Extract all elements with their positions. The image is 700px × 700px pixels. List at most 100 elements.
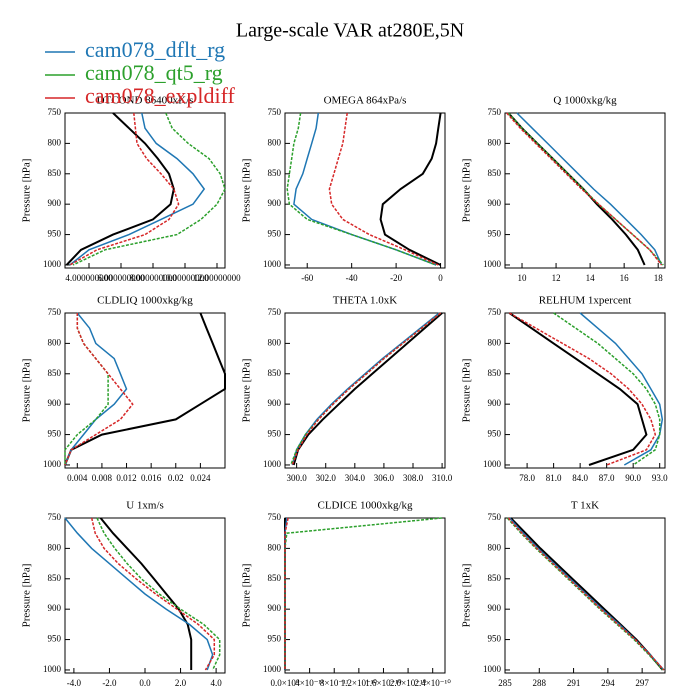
- y-tick-label: 750: [268, 107, 282, 117]
- x-tick-label: 310.0: [432, 473, 453, 483]
- y-tick-label: 750: [488, 512, 502, 522]
- panel-title: THETA 1.0xK: [333, 295, 398, 307]
- profile-line: [99, 517, 193, 670]
- x-tick-label: 1.6×10⁻¹⁰: [365, 678, 402, 688]
- x-tick-label: -20: [390, 273, 402, 283]
- y-tick-label: 850: [488, 573, 502, 583]
- y-tick-label: 800: [48, 542, 62, 552]
- profile-line: [64, 313, 109, 465]
- y-tick-label: 800: [488, 137, 502, 147]
- y-tick-label: 850: [48, 368, 62, 378]
- y-tick-label: 800: [268, 337, 282, 347]
- y-tick-label: 950: [268, 429, 282, 439]
- panel-title: OMEGA 864xPa/s: [324, 95, 407, 107]
- y-tick-label: 1000: [43, 664, 62, 674]
- x-tick-label: 4.0: [210, 678, 222, 688]
- profile-line: [293, 112, 437, 266]
- x-tick-label: 8.000000000: [129, 273, 177, 283]
- profile-line: [292, 312, 443, 466]
- y-tick-label: 900: [268, 398, 282, 408]
- profile-line: [516, 112, 663, 266]
- x-tick-label: 2.0×10⁻¹⁰: [390, 678, 427, 688]
- profile-line: [96, 517, 221, 671]
- profile-line: [506, 112, 663, 266]
- profile-line: [290, 312, 442, 466]
- profile-line: [328, 112, 439, 266]
- y-tick-label: 900: [48, 603, 62, 613]
- profile-line: [291, 312, 440, 466]
- page-title: Large-scale VAR at280E,5N: [236, 20, 464, 42]
- x-tick-label: 0.004: [67, 473, 88, 483]
- profile-line: [579, 312, 664, 466]
- y-tick-label: 1000: [483, 259, 502, 269]
- y-tick-label: 950: [48, 229, 62, 239]
- y-tick-label: 900: [488, 398, 502, 408]
- y-tick-label: 950: [268, 634, 282, 644]
- x-tick-label: 0.012: [116, 473, 136, 483]
- panel-title: DTCOND 86400xK/s: [97, 95, 194, 107]
- x-tick-label: -40: [346, 273, 358, 283]
- x-tick-label: 4×10⁻¹¹: [295, 678, 324, 688]
- x-tick-label: 0: [438, 273, 443, 283]
- y-tick-label: 850: [268, 168, 282, 178]
- x-tick-label: 308.0: [403, 473, 424, 483]
- x-tick-label: -4.0: [67, 678, 82, 688]
- plot-frame: [284, 517, 446, 674]
- y-tick-label: 750: [48, 512, 62, 522]
- profile-line: [69, 112, 206, 266]
- profile-line: [284, 517, 442, 670]
- plot-frame: [504, 312, 666, 469]
- plot-frame: [64, 517, 226, 674]
- y-tick-label: 850: [268, 573, 282, 583]
- plot-frame: [504, 517, 666, 674]
- plot-frame: [284, 112, 446, 269]
- y-axis-label: Pressure [hPa]: [21, 159, 33, 223]
- profile-line: [64, 312, 226, 466]
- x-tick-label: 0.0: [139, 678, 151, 688]
- y-axis-label: Pressure [hPa]: [461, 359, 473, 423]
- plot-frame: [64, 312, 226, 469]
- profile-line: [90, 517, 216, 671]
- x-tick-label: -2.0: [102, 678, 117, 688]
- y-tick-label: 1000: [483, 459, 502, 469]
- y-tick-label: 950: [488, 429, 502, 439]
- y-tick-label: 900: [268, 603, 282, 613]
- x-tick-label: 0.02: [168, 473, 184, 483]
- x-tick-label: 18: [654, 273, 664, 283]
- x-tick-label: 78.0: [519, 473, 535, 483]
- x-tick-label: 0.008: [92, 473, 113, 483]
- y-axis-label: Pressure [hPa]: [461, 159, 473, 223]
- y-tick-label: 800: [48, 337, 62, 347]
- y-tick-label: 950: [488, 634, 502, 644]
- y-tick-label: 850: [268, 368, 282, 378]
- panel-title: Q 1000xkg/kg: [553, 95, 617, 107]
- y-axis-label: Pressure [hPa]: [21, 359, 33, 423]
- y-tick-label: 750: [48, 307, 62, 317]
- y-tick-label: 850: [488, 368, 502, 378]
- profile-line: [506, 517, 664, 671]
- x-tick-label: 1.2×10⁻¹⁰: [341, 678, 378, 688]
- profile-line: [286, 112, 437, 266]
- y-tick-label: 750: [488, 307, 502, 317]
- x-tick-label: 288: [533, 678, 547, 688]
- x-tick-label: 0.0×10⁰: [271, 678, 300, 688]
- panel-title: T 1xK: [571, 500, 599, 512]
- panel-title: RELHUM 1xpercent: [539, 295, 632, 307]
- y-tick-label: 850: [488, 168, 502, 178]
- y-tick-label: 950: [48, 634, 62, 644]
- x-tick-label: 2.0: [175, 678, 187, 688]
- profile-line: [508, 312, 648, 466]
- x-tick-label: 90.0: [625, 473, 641, 483]
- y-axis-label: Pressure [hPa]: [241, 159, 253, 223]
- x-tick-label: 0.024: [190, 473, 211, 483]
- y-tick-label: 950: [488, 229, 502, 239]
- y-tick-label: 950: [268, 229, 282, 239]
- x-tick-label: 300.0: [287, 473, 308, 483]
- profile-line: [507, 517, 665, 671]
- legend-label: cam078_qt5_rg: [85, 60, 223, 85]
- profile-line: [72, 112, 226, 266]
- y-tick-label: 800: [48, 137, 62, 147]
- profile-line: [291, 312, 442, 466]
- x-tick-label: 16: [620, 273, 630, 283]
